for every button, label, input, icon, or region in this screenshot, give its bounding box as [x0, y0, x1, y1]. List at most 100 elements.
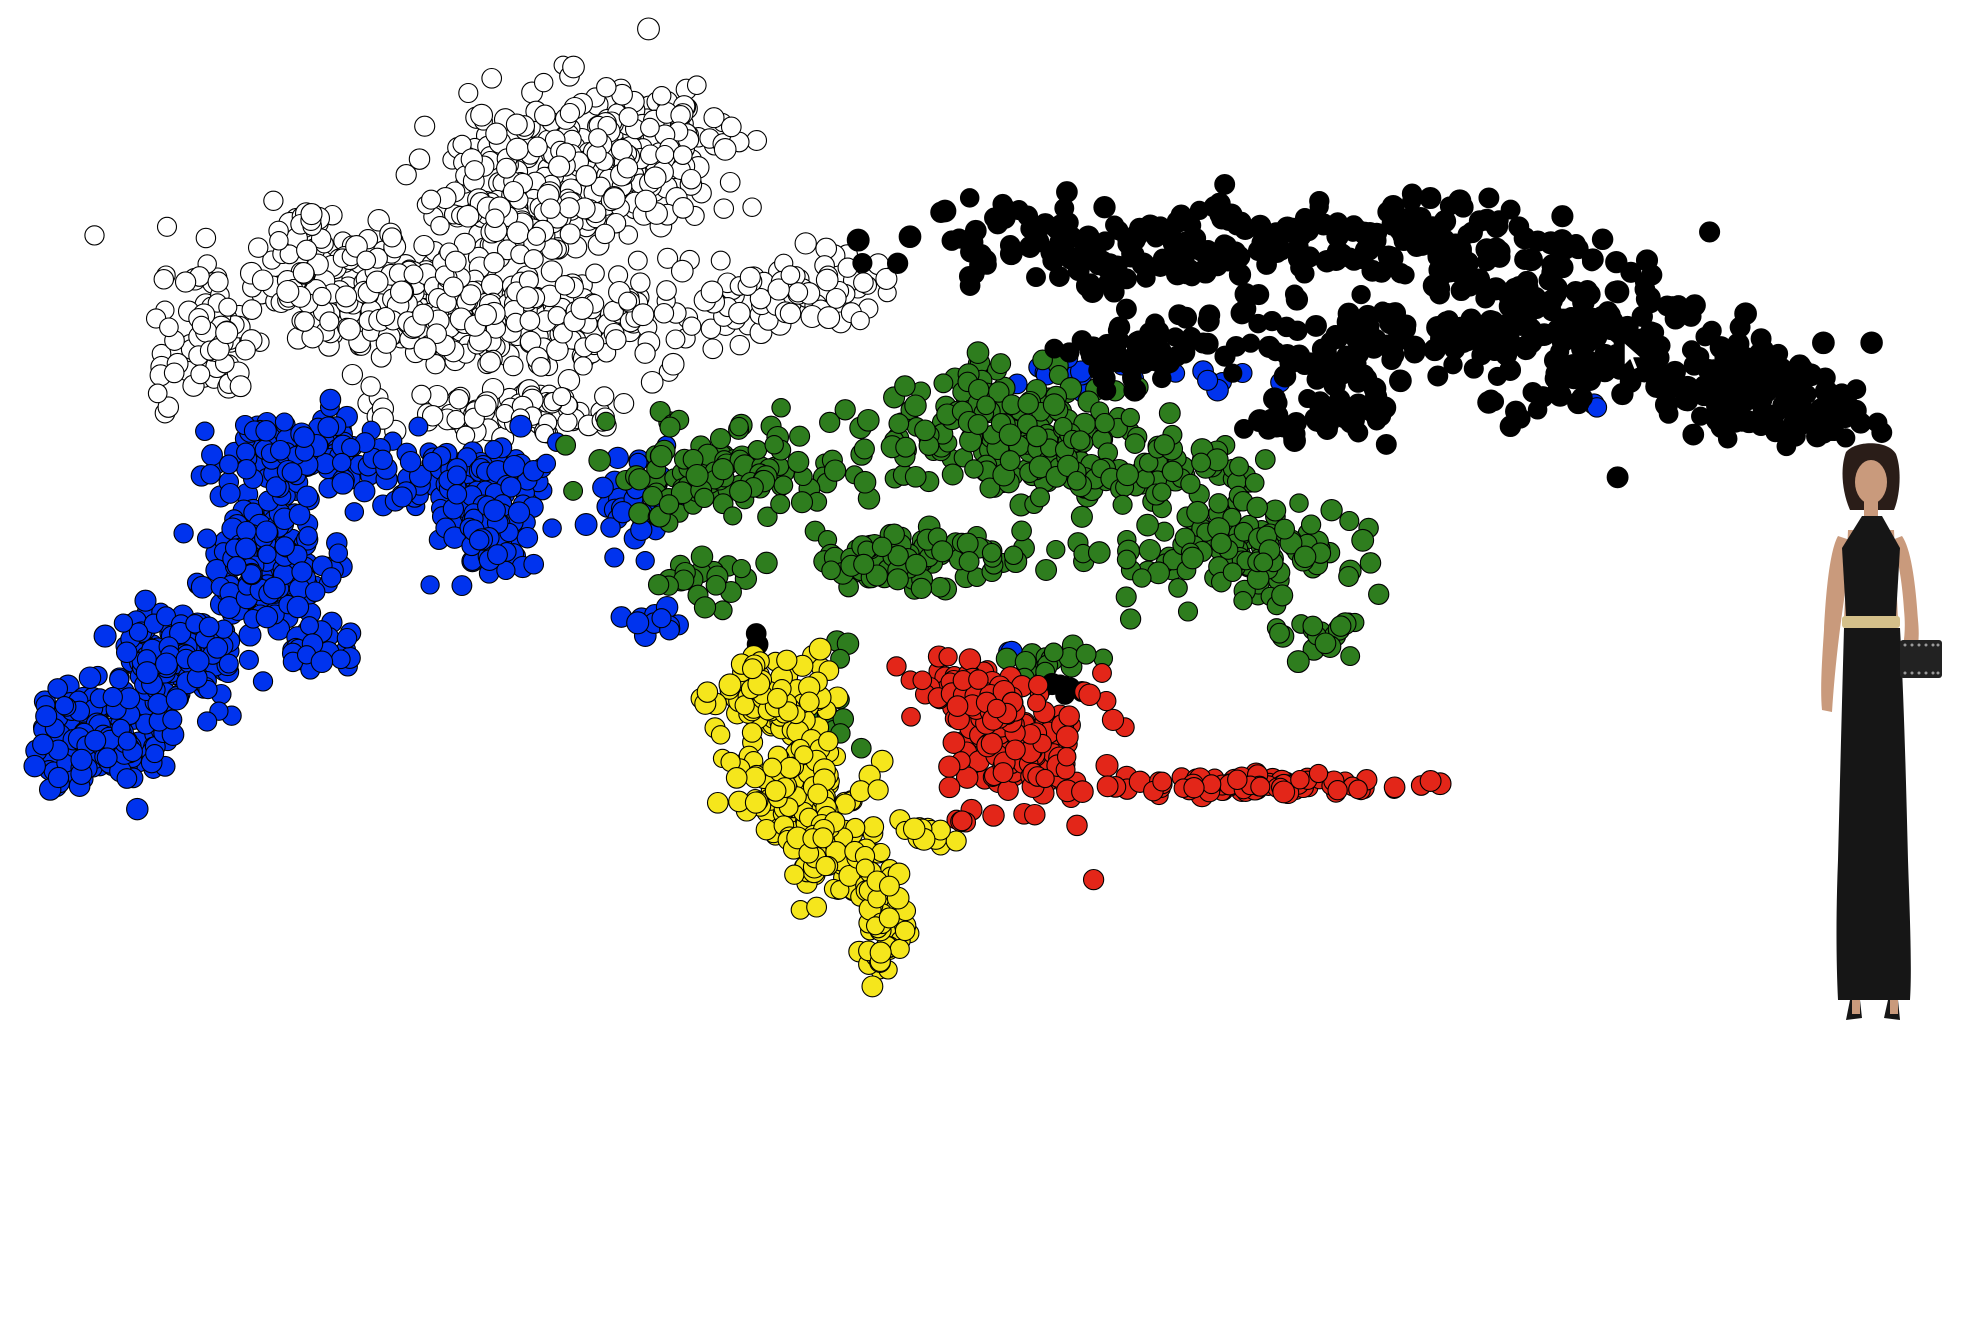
data-point — [84, 729, 107, 752]
data-point — [1093, 196, 1116, 219]
data-point — [718, 673, 742, 697]
data-point — [713, 138, 737, 161]
data-point — [912, 670, 933, 691]
data-point — [787, 282, 809, 303]
data-point — [474, 394, 497, 418]
data-point — [725, 767, 748, 789]
data-point — [381, 227, 403, 248]
data-point — [1003, 545, 1024, 566]
data-point — [618, 225, 639, 245]
data-point — [871, 536, 893, 558]
data-point — [1320, 499, 1343, 522]
data-point — [817, 306, 841, 330]
data-point — [584, 333, 605, 354]
data-point — [998, 423, 1022, 447]
data-point — [672, 145, 693, 165]
data-point — [527, 136, 548, 158]
data-point — [634, 189, 658, 213]
data-point — [942, 731, 966, 754]
data-point — [910, 577, 933, 600]
data-point — [767, 278, 790, 301]
data-point — [1478, 187, 1500, 209]
data-point — [1577, 279, 1598, 301]
data-point — [487, 544, 508, 566]
data-point — [869, 941, 892, 964]
data-point — [47, 766, 70, 789]
data-point — [1115, 586, 1137, 608]
data-point — [1042, 393, 1066, 416]
data-point — [507, 501, 531, 524]
data-point — [558, 197, 580, 219]
data-point — [1554, 311, 1577, 334]
data-point — [1092, 663, 1112, 683]
data-point — [341, 437, 361, 458]
data-point — [986, 698, 1007, 719]
data-point — [1256, 254, 1277, 275]
data-point — [451, 575, 473, 597]
data-point — [519, 310, 541, 331]
data-point — [747, 440, 768, 460]
data-point — [1096, 775, 1119, 798]
data-point — [296, 485, 319, 508]
data-point — [134, 589, 157, 612]
data-point — [1313, 341, 1337, 365]
data-point — [353, 480, 376, 503]
data-point — [102, 686, 123, 708]
data-point — [618, 291, 638, 311]
data-point — [474, 303, 497, 327]
data-point — [1581, 251, 1602, 272]
data-point — [1230, 301, 1254, 325]
data-point — [526, 226, 547, 246]
data-point — [1558, 363, 1579, 384]
data-point — [1748, 343, 1770, 364]
data-point — [215, 321, 239, 345]
data-point — [852, 252, 873, 274]
data-point — [1035, 559, 1058, 581]
data-point — [165, 688, 189, 711]
data-point — [293, 426, 315, 448]
data-point — [585, 263, 605, 284]
data-point — [755, 551, 778, 575]
data-point — [317, 416, 340, 439]
data-point — [1329, 615, 1352, 637]
data-point — [628, 502, 651, 525]
data-point — [604, 547, 625, 568]
data-point — [618, 107, 639, 128]
data-point — [729, 479, 753, 503]
data-point — [647, 574, 670, 596]
data-point — [169, 621, 192, 645]
data-point — [1183, 777, 1205, 799]
data-point — [999, 450, 1021, 472]
data-point — [980, 732, 1003, 755]
data-point — [987, 213, 1009, 235]
data-point — [1098, 271, 1120, 294]
data-point — [1269, 622, 1290, 644]
data-point — [1222, 562, 1243, 583]
data-point — [460, 284, 482, 306]
data-point — [1395, 265, 1415, 285]
data-point — [665, 329, 686, 350]
data-point — [1246, 496, 1268, 519]
data-point — [1812, 331, 1835, 355]
data-point — [1026, 267, 1046, 288]
data-point — [1286, 650, 1310, 674]
data-point — [931, 540, 954, 563]
data-point — [1538, 270, 1559, 291]
data-point — [446, 465, 467, 486]
data-point — [263, 190, 284, 211]
data-point — [1709, 336, 1733, 359]
data-point — [709, 428, 732, 450]
data-point — [969, 254, 991, 276]
data-point — [959, 275, 981, 296]
data-point — [680, 168, 702, 190]
data-point — [1342, 221, 1363, 242]
data-point — [1191, 452, 1212, 473]
data-point — [1645, 365, 1669, 388]
data-point — [685, 463, 709, 488]
data-point — [643, 166, 667, 190]
data-point — [856, 408, 880, 432]
data-point — [1201, 774, 1222, 795]
data-point — [1389, 369, 1412, 393]
data-point — [933, 199, 957, 223]
